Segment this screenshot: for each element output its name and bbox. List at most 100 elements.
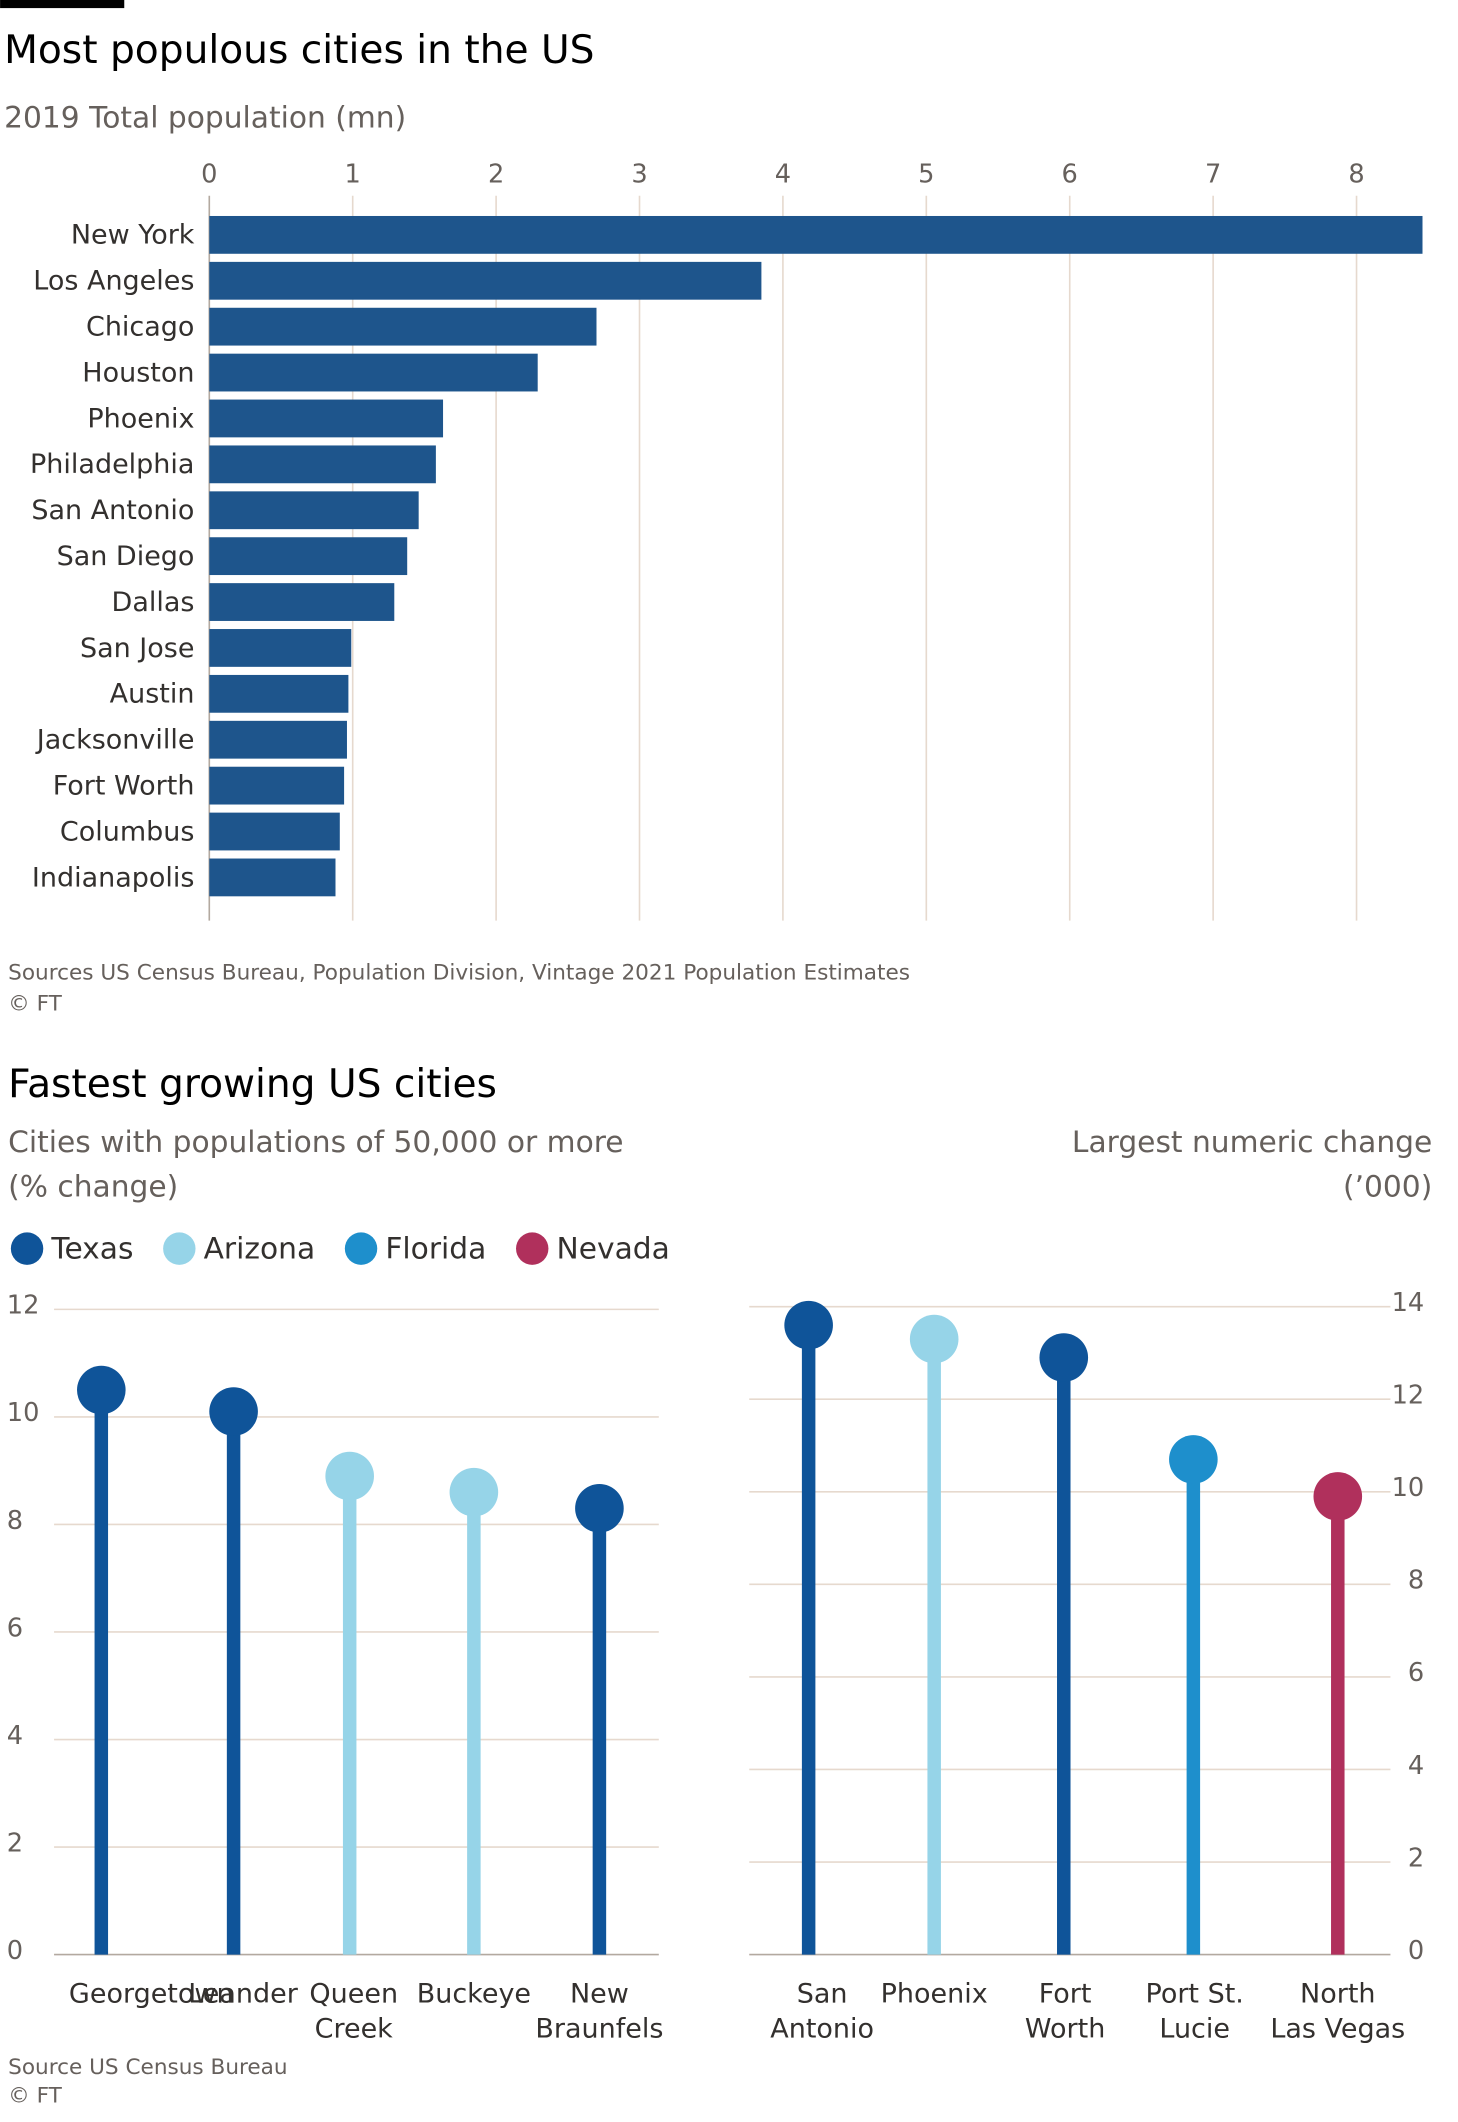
- y-tick-label: New York: [71, 220, 195, 251]
- x-tick-label: Port St.: [1146, 1979, 1244, 2010]
- x-tick-label: North: [1300, 1979, 1375, 2010]
- lollipop-dot: [909, 1314, 959, 1364]
- x-tick-label: 5: [918, 159, 934, 189]
- y-tick-label: 10: [1392, 1473, 1425, 1503]
- y-tick-label: Austin: [110, 679, 195, 710]
- bar: [209, 307, 597, 346]
- lollipop-dot: [449, 1467, 499, 1517]
- y-tick-label: San Antonio: [31, 495, 194, 526]
- x-tick-label: 7: [1205, 159, 1221, 189]
- x-tick-label: 4: [775, 159, 791, 189]
- brand-bar: [0, 0, 125, 9]
- y-tick-label: 14: [1392, 1288, 1425, 1318]
- lollipop-dot: [575, 1484, 624, 1533]
- lollipop-dot: [1313, 1472, 1363, 1521]
- y-tick-label: 10: [7, 1398, 40, 1428]
- legend-swatch: [516, 1232, 549, 1265]
- y-tick-label: Los Angeles: [33, 266, 194, 297]
- y-tick-label: 12: [7, 1291, 40, 1321]
- y-tick-label: Indianapolis: [32, 862, 195, 893]
- x-tick-label: Buckeye: [417, 1979, 531, 2010]
- chart-subtitle: Cities with populations of 50,000 or mor…: [8, 1125, 623, 1160]
- copyright: © FT: [8, 2083, 62, 2108]
- x-tick-label: Antonio: [770, 2014, 874, 2045]
- lollipop-dot: [325, 1451, 374, 1501]
- legend-swatch: [10, 1232, 44, 1265]
- legend-label: Arizona: [204, 1231, 316, 1266]
- x-tick-label: Queen: [309, 1979, 398, 2010]
- x-tick-label: Leander: [188, 1979, 299, 2010]
- copyright: © FT: [8, 991, 62, 1016]
- x-tick-label: Georgetown: [69, 1979, 234, 2010]
- y-tick-label: Columbus: [60, 816, 195, 847]
- chart-subtitle: Largest numeric change: [1072, 1125, 1432, 1160]
- x-tick-label: New: [570, 1979, 629, 2010]
- bar: [209, 261, 762, 300]
- x-tick-label: Braunfels: [535, 2014, 663, 2045]
- y-tick-label: 12: [1392, 1381, 1425, 1411]
- chart-title: Most populous cities in the US: [4, 28, 594, 73]
- bar: [209, 766, 345, 805]
- lollipop-dot: [1039, 1333, 1089, 1382]
- x-tick-label: Creek: [315, 2014, 394, 2045]
- lollipop-dot: [1169, 1435, 1218, 1484]
- y-tick-label: Houston: [82, 357, 194, 388]
- chart-title: Fastest growing US cities: [8, 1062, 497, 1107]
- y-tick-label: Dallas: [112, 587, 195, 618]
- y-tick-label: 4: [1408, 1751, 1424, 1781]
- lollipop-dot: [77, 1365, 126, 1415]
- y-tick-label: 0: [7, 1936, 23, 1966]
- x-tick-label: Worth: [1025, 2014, 1105, 2045]
- chart-subtitle: (’000): [1343, 1169, 1432, 1204]
- legend-label: Texas: [50, 1231, 133, 1266]
- x-tick-label: Phoenix: [881, 1979, 988, 2010]
- source: Sources US Census Bureau, Population Div…: [8, 960, 910, 985]
- bar: [209, 674, 349, 713]
- legend-swatch: [344, 1232, 378, 1265]
- x-tick-label: 0: [201, 159, 217, 189]
- y-tick-label: 8: [1408, 1566, 1424, 1596]
- y-tick-label: Jacksonville: [35, 725, 195, 756]
- y-tick-label: San Jose: [80, 633, 194, 664]
- y-tick-label: 8: [7, 1506, 23, 1536]
- x-tick-label: 6: [1062, 159, 1078, 189]
- y-tick-label: 2: [7, 1828, 23, 1858]
- lollipop-dot: [209, 1387, 258, 1436]
- y-tick-label: 6: [7, 1613, 23, 1643]
- x-tick-label: Lucie: [1159, 2014, 1230, 2045]
- x-tick-label: 2: [488, 159, 504, 189]
- y-tick-label: Fort Worth: [53, 770, 195, 801]
- x-tick-label: San: [797, 1979, 848, 2010]
- source: Source US Census Bureau: [8, 2055, 287, 2080]
- bar: [209, 445, 436, 484]
- legend-swatch: [163, 1232, 196, 1265]
- bar: [209, 537, 408, 576]
- bar: [209, 583, 395, 621]
- x-tick-label: 1: [345, 159, 361, 189]
- chart-subtitle: (% change): [8, 1169, 178, 1204]
- y-tick-label: 2: [1408, 1843, 1424, 1873]
- bar: [209, 812, 340, 851]
- legend-label: Nevada: [557, 1231, 670, 1266]
- x-tick-label: Fort: [1039, 1979, 1092, 2010]
- y-tick-label: Phoenix: [87, 403, 194, 434]
- chart-subtitle: 2019 Total population (mn): [4, 100, 406, 135]
- y-tick-label: San Diego: [57, 541, 195, 572]
- x-tick-label: 8: [1348, 159, 1364, 189]
- bar: [209, 215, 1423, 254]
- y-tick-label: 4: [7, 1721, 23, 1751]
- y-tick-label: Philadelphia: [30, 449, 194, 480]
- x-tick-label: 3: [631, 159, 647, 189]
- bar: [209, 858, 336, 897]
- bar: [209, 720, 347, 759]
- y-tick-label: 0: [1408, 1936, 1424, 1966]
- bar: [209, 353, 538, 392]
- legend-label: Florida: [385, 1231, 486, 1266]
- y-tick-label: 6: [1408, 1658, 1424, 1688]
- lollipop-dot: [784, 1300, 833, 1350]
- bar: [209, 399, 444, 438]
- y-tick-label: Chicago: [86, 312, 194, 343]
- x-tick-label: Las Vegas: [1270, 2014, 1405, 2045]
